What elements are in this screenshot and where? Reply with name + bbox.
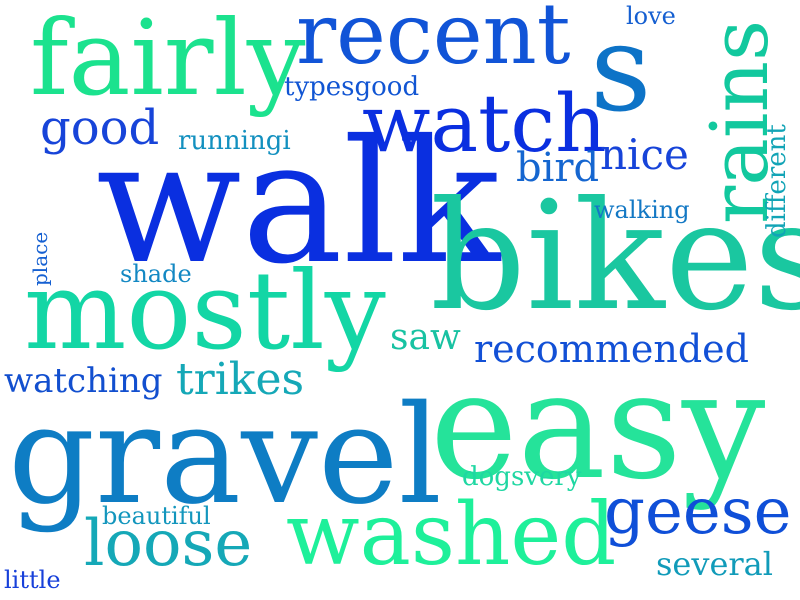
word-trikes: trikes — [176, 354, 305, 405]
word-typesgood: typesgood — [284, 72, 420, 102]
word-s: s — [590, 0, 652, 139]
word-geese: geese — [604, 475, 792, 549]
word-recent: recent — [296, 0, 571, 83]
word-watching: watching — [4, 361, 163, 401]
word-walk: walk — [96, 104, 501, 302]
word-good: good — [40, 100, 160, 156]
word-easy: easy — [430, 340, 766, 512]
word-walking: walking — [594, 196, 690, 224]
word-dogsvery: dogsvery — [462, 462, 582, 492]
word-nice: nice — [600, 130, 689, 179]
word-fairly: fairly — [30, 0, 306, 119]
word-love: love — [626, 2, 676, 30]
word-runningi: runningi — [178, 126, 291, 156]
word-shade: shade — [120, 260, 192, 288]
word-bird: bird — [516, 145, 600, 191]
word-washed: washed — [286, 485, 617, 585]
word-place: place — [28, 231, 52, 286]
word-little: little — [4, 566, 61, 594]
word-bikes: bikes — [430, 170, 800, 344]
word-watch: watch — [362, 77, 607, 170]
word-several: several — [656, 545, 773, 583]
word-mostly: mostly — [24, 249, 386, 374]
word-loose: loose — [84, 507, 253, 581]
word-saw: saw — [390, 317, 461, 358]
word-gravel: gravel — [8, 377, 442, 535]
word-beautiful: beautiful — [102, 502, 211, 530]
word-different: different — [762, 124, 792, 238]
word-recommended: recommended — [474, 327, 749, 371]
